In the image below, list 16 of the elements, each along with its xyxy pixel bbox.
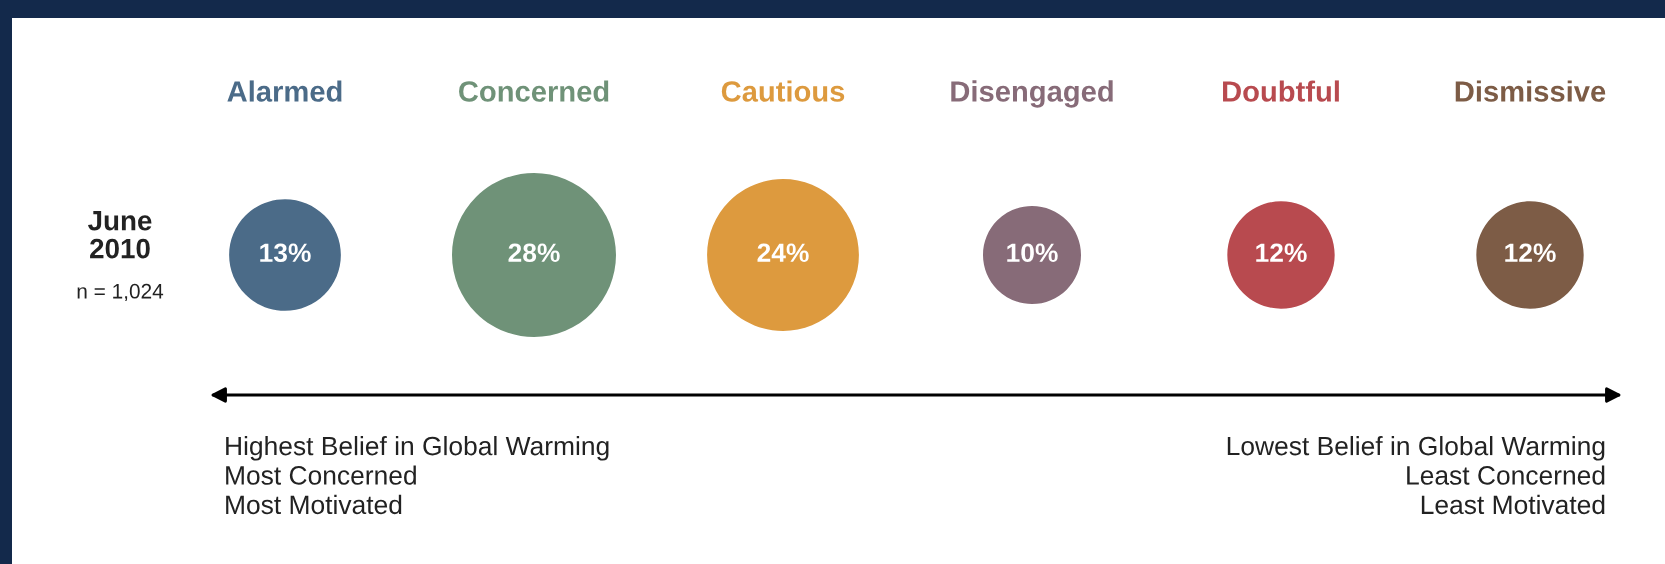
data-label: 13% <box>260 243 311 263</box>
category-label: Doubtful <box>1223 80 1339 102</box>
data-label: 24% <box>757 243 809 263</box>
data-label: 28% <box>508 243 560 263</box>
category-label: Disengaged <box>951 80 1113 108</box>
data-label: 10% <box>1007 243 1058 263</box>
data-label: 12% <box>1256 243 1307 263</box>
text: June 2010 <box>88 211 152 259</box>
category-label: Dismissive <box>1455 80 1606 102</box>
text: Highest Belief in Global Warming Most Concerned Most Motivated <box>226 436 609 515</box>
category-label: Alarmed <box>227 80 342 102</box>
data-label: 12% <box>1505 243 1556 263</box>
text: Lowest Belief in Global Warming Least Concerned Least Motivated <box>1227 436 1605 515</box>
category-label: Concerned <box>459 80 609 102</box>
text: n = 1,024 <box>77 283 164 302</box>
category-label: Cautious <box>721 80 845 102</box>
